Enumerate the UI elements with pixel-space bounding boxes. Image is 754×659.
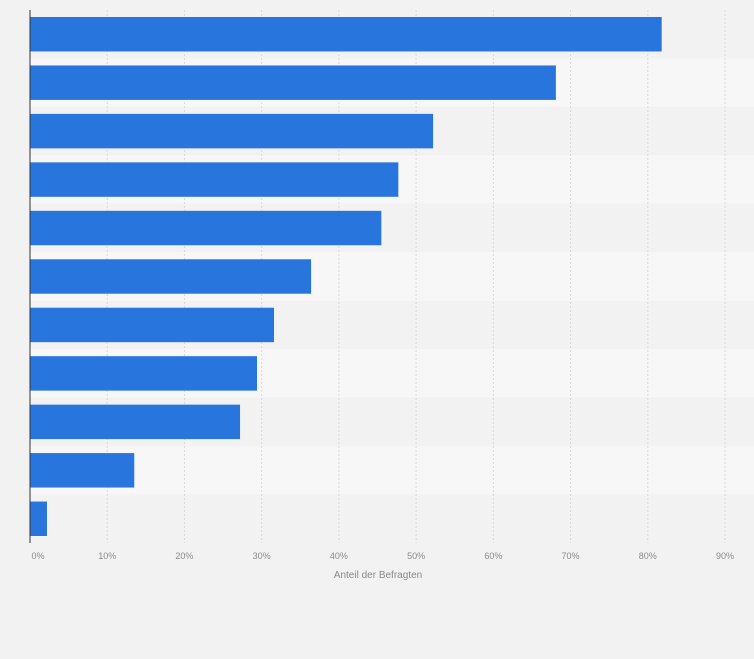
bar[interactable] [30, 259, 312, 294]
x-axis-label: Anteil der Befragten [334, 570, 422, 581]
bar[interactable] [30, 65, 556, 100]
bar[interactable] [30, 404, 241, 440]
bar[interactable] [30, 113, 434, 149]
row-band [30, 446, 754, 495]
x-tick-label: 70% [562, 551, 580, 561]
bar[interactable] [30, 210, 382, 246]
bar[interactable] [30, 17, 662, 52]
x-tick-label: 0% [31, 551, 44, 561]
x-tick-label: 30% [253, 551, 271, 561]
x-tick-label: 10% [98, 551, 116, 561]
x-tick-label: 90% [716, 551, 734, 561]
row-band [30, 494, 754, 543]
x-tick-label: 50% [407, 551, 425, 561]
x-tick-label: 60% [484, 551, 502, 561]
bar[interactable] [30, 453, 135, 488]
bar[interactable] [30, 356, 258, 391]
x-tick-label: 80% [639, 551, 657, 561]
x-tick-label: 20% [175, 551, 193, 561]
bar[interactable] [30, 501, 47, 536]
bar[interactable] [30, 307, 275, 343]
x-tick-label: 40% [330, 551, 348, 561]
bar[interactable] [30, 162, 399, 197]
